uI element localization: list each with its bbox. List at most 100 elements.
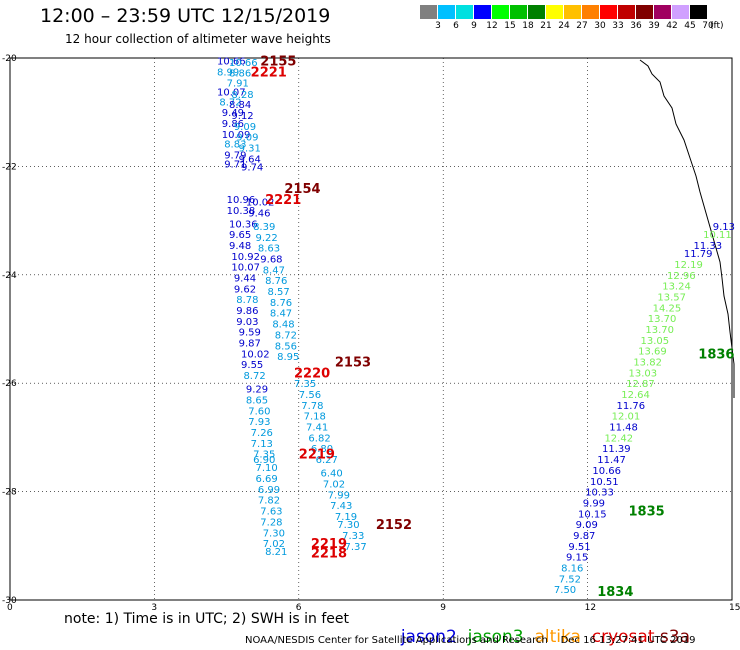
scale-swatch [456, 5, 474, 19]
wave-height-value: 12.96 [667, 271, 696, 282]
wave-height-value: 11.33 [693, 241, 722, 252]
wave-height-value: 9.86 [222, 119, 244, 130]
legend-s3a: s3a [659, 627, 690, 647]
scale-unit: (ft) [710, 21, 724, 31]
wave-height-value: 7.37 [345, 542, 367, 553]
scale-swatch [690, 5, 708, 19]
wave-height-value: 7.35 [294, 379, 316, 390]
wave-height-value: 6.40 [320, 469, 342, 480]
wave-height-value: 9.59 [239, 328, 261, 339]
x-tick-label: 3 [151, 603, 157, 613]
scale-swatch [528, 5, 546, 19]
track-time-label: 2153 [335, 356, 371, 371]
wave-height-value: 10.51 [590, 477, 619, 488]
wave-height-value: 13.70 [648, 314, 677, 325]
wave-height-value: 7.19 [335, 512, 357, 523]
wave-height-value: 10.15 [578, 509, 607, 520]
track-time-label: 2152 [376, 518, 412, 533]
scale-swatch [600, 5, 618, 19]
wave-height-value: 9.74 [241, 162, 263, 173]
wave-height-value: 13.24 [662, 282, 691, 293]
wave-height-value: 8.47 [263, 265, 285, 276]
scale-swatch [672, 5, 690, 19]
wave-height-value: 8.95 [277, 352, 299, 363]
wave-height-value: 12.19 [674, 260, 703, 271]
track-time-label: 2154 [284, 182, 320, 197]
wave-height-value: 6.90 [253, 455, 275, 466]
wave-height-value: 13.57 [657, 292, 686, 303]
wave-height-value: 11.76 [616, 401, 645, 412]
wave-height-value: 9.79 [224, 150, 246, 161]
wave-height-value: 9.65 [229, 230, 251, 241]
wave-height-value: 7.30 [337, 520, 359, 531]
wave-height-value: 9.22 [255, 233, 277, 244]
wave-height-value: 11.47 [597, 455, 626, 466]
wave-height-value: 6.99 [258, 485, 280, 496]
x-tick-label: 0 [7, 603, 13, 613]
wave-height-value: 9.64 [239, 154, 261, 165]
wave-height-value: 9.03 [236, 317, 258, 328]
wave-height-value: 8.39 [253, 222, 275, 233]
wave-height-value: 9.44 [234, 274, 256, 285]
scale-label: 42 [666, 21, 678, 31]
scale-label: 27 [576, 21, 588, 31]
wave-height-value: 8.78 [236, 295, 258, 306]
scale-label: 15 [504, 21, 516, 31]
wave-height-value: 7.02 [263, 539, 285, 550]
wave-height-value: 10.11 [703, 230, 732, 241]
grid-lines [9, 57, 733, 601]
wave-height-value: 6.69 [255, 474, 277, 485]
wave-height-value: 9.55 [241, 360, 263, 371]
wave-height-value: 9.49 [222, 108, 244, 119]
track-time-label: 1835 [629, 505, 665, 520]
wave-height-value: 12.64 [621, 390, 650, 401]
wave-height-value: 13.03 [629, 368, 658, 379]
wave-height-value: 9.99 [583, 498, 605, 509]
wave-height-value: 7.30 [263, 528, 285, 539]
wave-height-value: 6.80 [311, 444, 333, 455]
scale-label: 6 [453, 21, 459, 31]
x-tick-label: 9 [440, 603, 446, 613]
wave-height-value: 10.36 [229, 219, 258, 230]
wave-height-value: 8.86 [229, 69, 251, 80]
track-time-label: 2221 [251, 66, 287, 81]
scale-label: 24 [558, 21, 570, 31]
wave-height-value: 7.63 [260, 507, 282, 518]
wave-height-value: 10.33 [585, 488, 614, 499]
wave-height-value: 8.76 [270, 298, 292, 309]
scale-label: 70 [702, 21, 714, 31]
wave-height-value: 10.02 [246, 198, 275, 209]
legend-jason3: jason3 [467, 627, 524, 647]
wave-height-value: 10.96 [227, 195, 256, 206]
wave-height-value: 8.72 [275, 330, 297, 341]
map-frame [9, 57, 733, 601]
wave-height-value: 12.87 [626, 379, 655, 390]
coastline [639, 59, 735, 398]
wave-height-value: 9.48 [229, 241, 251, 252]
wave-height-value: 10.07 [217, 88, 246, 99]
map-subtitle: 12 hour collection of altimeter wave hei… [65, 32, 331, 46]
track-time-label: 2221 [265, 193, 301, 208]
wave-height-value: 9.09 [234, 122, 256, 133]
wave-height-value: 9.31 [239, 143, 261, 154]
footer-note: note: 1) Time is in UTC; 2) SWH is in fe… [64, 611, 350, 627]
satellite-legend: jason2 jason3 altika cryosat s3a [390, 607, 690, 647]
wave-height-value: 7.02 [323, 479, 345, 490]
x-tick-label: 12 [585, 603, 596, 613]
scale-swatch [564, 5, 582, 19]
wave-height-value: 7.33 [342, 531, 364, 542]
wave-height-value: 9.15 [566, 553, 588, 564]
altimeter-marks: 215510.6610.668.998.867.9110.078.288.728… [217, 55, 735, 600]
wave-height-value: 6.82 [308, 433, 330, 444]
wave-height-value: 13.70 [645, 325, 674, 336]
wave-height-value: 8.16 [561, 563, 583, 574]
scale-label: 18 [522, 21, 534, 31]
wave-height-value: 13.82 [633, 358, 662, 369]
wave-height-value: 9.62 [234, 284, 256, 295]
wave-height-value: 7.35 [253, 450, 275, 461]
track-time-label: 2219 [299, 448, 335, 463]
x-tick-label: 15 [729, 603, 740, 613]
map-title: 12:00 – 23:59 UTC 12/15/2019 [40, 5, 331, 27]
scale-label: 36 [630, 21, 642, 31]
legend-cryosat: cryosat [591, 627, 655, 647]
